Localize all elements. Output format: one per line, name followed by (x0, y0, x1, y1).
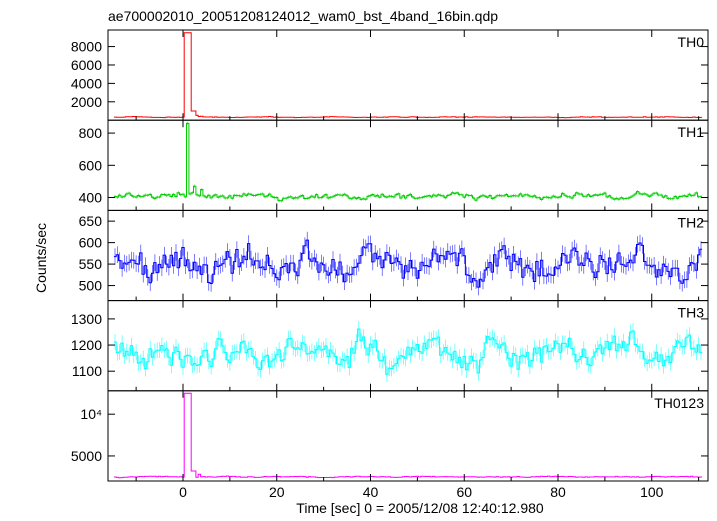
panel-label-th0: TH0 (678, 34, 705, 50)
x-tick-label: 0 (179, 484, 187, 500)
y-tick-label: 1300 (71, 311, 102, 327)
panel-label-th0123: TH0123 (654, 395, 704, 411)
x-tick-label: 60 (456, 484, 472, 500)
y-tick-label: 500 (79, 278, 103, 294)
y-tick-label: 8000 (71, 39, 102, 55)
error-bars-th0123 (114, 393, 702, 478)
y-tick-label: 400 (79, 190, 103, 206)
series-line-th2 (113, 239, 703, 288)
panel-th0123: 5000 10⁴ TH0123 (71, 390, 709, 482)
y-tick-label: 550 (79, 256, 103, 272)
y-tick-label: 650 (79, 213, 103, 229)
y-tick-label: 2000 (71, 94, 102, 110)
y-tick-label: 600 (79, 157, 103, 173)
y-tick-label: 5000 (71, 448, 102, 464)
panel-frame-th0123 (107, 390, 709, 482)
y-axis-label: Counts/sec (33, 223, 49, 293)
panel-th1: 400 600 800 TH1 (79, 119, 709, 211)
y-tick-label: 1200 (71, 337, 102, 353)
panel-label-th2: TH2 (678, 214, 705, 230)
y-tick-label: 10⁴ (80, 406, 102, 422)
panel-label-th1: TH1 (678, 124, 705, 140)
error-bars-th0 (114, 32, 702, 118)
panel-frame-th0 (107, 29, 709, 121)
x-tick-label: 40 (363, 484, 379, 500)
chart-title: ae700002010_20051208124012_wam0_bst_4ban… (108, 8, 498, 24)
series-line-th1 (113, 122, 703, 202)
series-line-th0123 (113, 392, 703, 479)
y-tick-label: 4000 (71, 75, 102, 91)
series-line-th0 (113, 32, 703, 119)
panel-th3: 1100 1200 1300 TH3 (71, 300, 709, 392)
panel-th0: 2000 4000 6000 8000 TH0 (71, 29, 709, 121)
panel-th2: 500 550 600 650 TH2 (79, 209, 709, 302)
series-line-th3 (113, 328, 703, 375)
y-tick-label: 1100 (72, 363, 102, 379)
error-bars-th2 (114, 231, 702, 296)
y-tick-label: 600 (79, 235, 103, 251)
panel-label-th3: TH3 (678, 305, 705, 321)
x-axis-label: Time [sec] 0 = 2005/12/08 12:40:12.980 (296, 500, 544, 516)
y-tick-label: 6000 (71, 57, 102, 73)
x-tick-label: 100 (640, 484, 664, 500)
x-tick-label: 80 (550, 484, 566, 500)
x-tick-label: 20 (269, 484, 285, 500)
y-tick-label: 800 (79, 125, 103, 141)
